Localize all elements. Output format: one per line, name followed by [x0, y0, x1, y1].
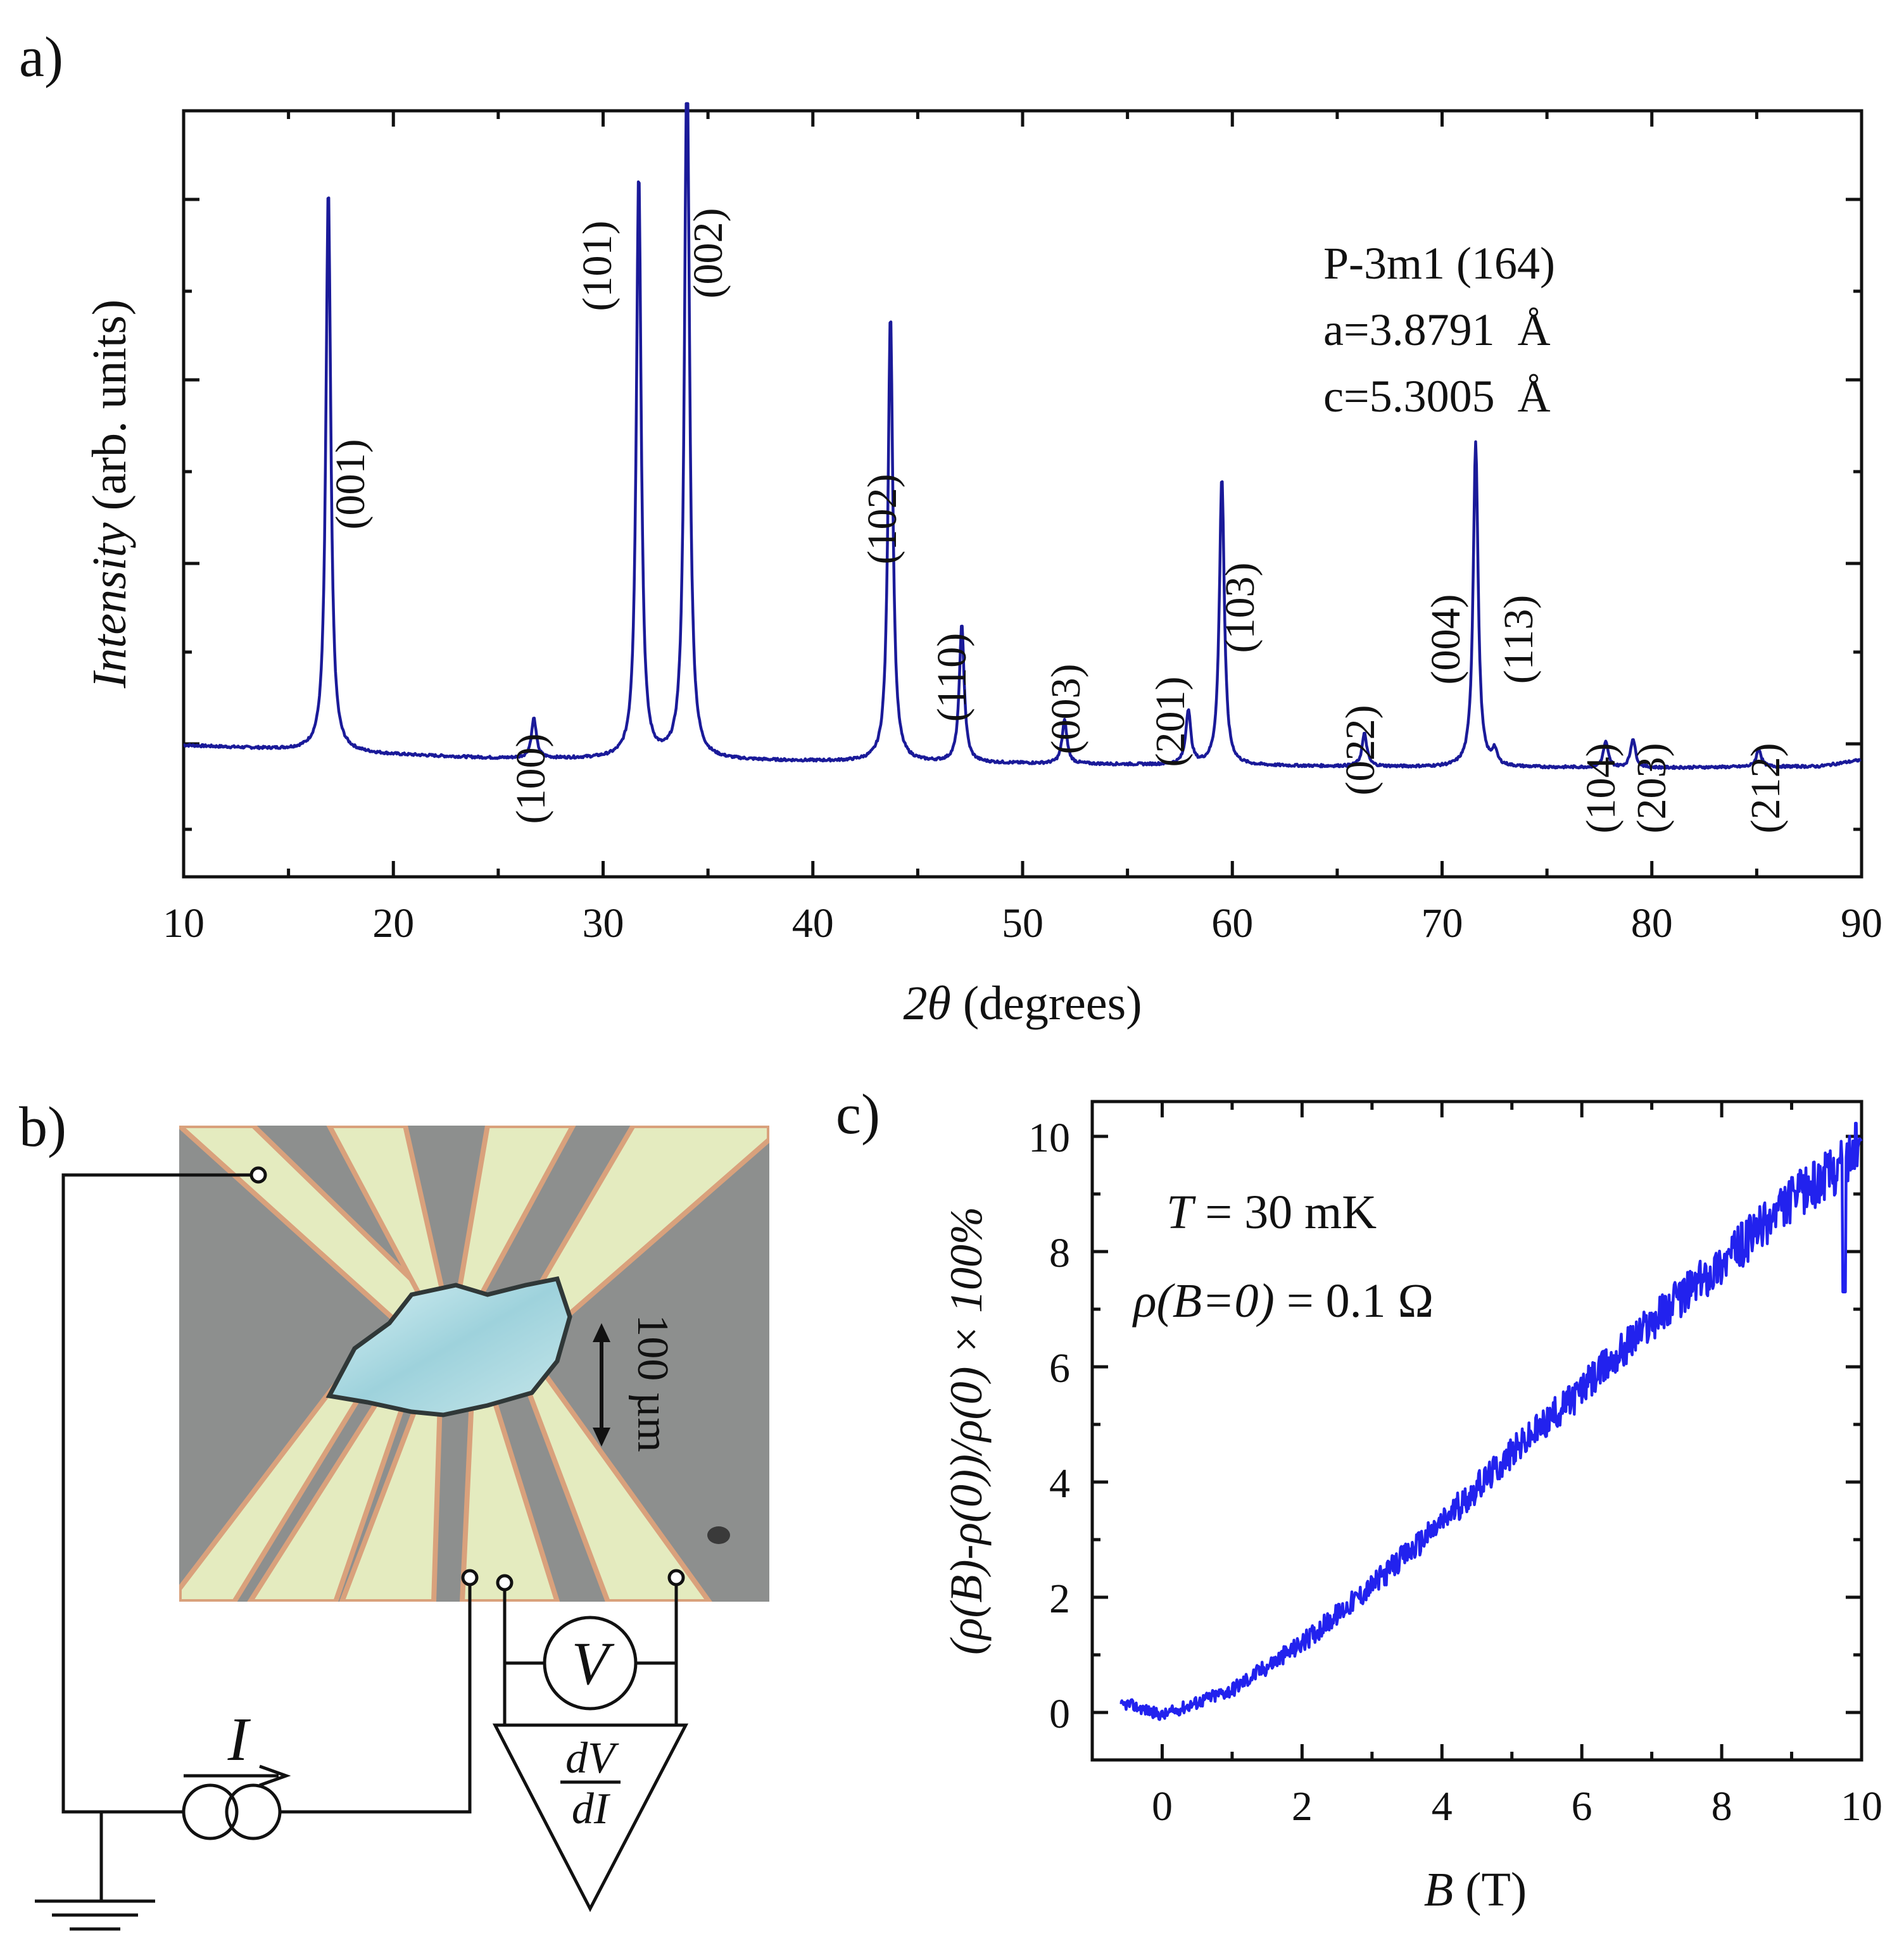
- mr-x-axis-label: B (T): [1424, 1863, 1527, 1916]
- measurement-circuit: [35, 1173, 689, 1931]
- amp-denominator: dI: [572, 1785, 611, 1833]
- mr-plot: 0 2 4 6 8 10 0 2 4 6 8 10 T = 30 mK ρ(B=0) = 0.1 Ω…: [941, 1100, 1882, 1916]
- current-source-circle-right: [225, 1783, 282, 1840]
- xrd-plot: 10 20 30 40 50 60 70 80 90 (001)(100)(101) (002)(…: [83, 102, 1882, 1030]
- mr-y-tick-label: 6: [1049, 1345, 1070, 1391]
- xrd-peak-label: (104): [1578, 743, 1624, 834]
- mr-y-tick-label: 10: [1028, 1115, 1070, 1161]
- xrd-peak-labels: (001) (100) (101) (002) (102) (110) (003) (201)…: [327, 208, 1789, 834]
- xrd-peak-label: (113): [1496, 595, 1542, 684]
- xrd-x-axis-label-symbol: 2θ: [903, 977, 950, 1030]
- xrd-y-axis-label: Intensity (arb. units): [83, 299, 136, 689]
- mr-annotation-resistivity-value: = 0.1 Ω: [1275, 1274, 1434, 1328]
- panel-c-label: c): [836, 1083, 880, 1146]
- mr-x-tick-label: 10: [1841, 1783, 1882, 1830]
- xrd-annotation-a: a=3.8791 Å: [1323, 305, 1551, 355]
- amp-numerator: dV: [565, 1734, 619, 1783]
- current-source-circle-left: [182, 1783, 239, 1840]
- lockin-amplifier-triangle: [492, 1723, 689, 1913]
- voltmeter-label: V: [572, 1630, 615, 1697]
- mr-x-axis-label-unit: (T): [1453, 1863, 1527, 1916]
- mr-annotation-temperature-symbol: T: [1166, 1186, 1196, 1239]
- xrd-x-tick-label: 10: [163, 900, 205, 946]
- mr-y-tick-label: 2: [1049, 1576, 1070, 1622]
- mr-annotation-resistivity: ρ(B=0) = 0.1 Ω: [1132, 1274, 1434, 1328]
- xrd-y-axis-label-unit: (arb. units): [83, 299, 136, 522]
- mr-y-tick-label: 0: [1049, 1691, 1070, 1737]
- terminal-voltage-left: [496, 1574, 514, 1592]
- mr-x-axis-label-symbol: B: [1424, 1863, 1453, 1916]
- xrd-peak-label: (201): [1147, 677, 1194, 767]
- scale-bar-label: 100 µm: [628, 1314, 677, 1452]
- xrd-x-tick-label: 20: [372, 900, 414, 946]
- xrd-x-tick-label: 40: [792, 900, 834, 946]
- xrd-peak-label: (110): [929, 633, 975, 722]
- contact-terminals: [249, 1166, 685, 1592]
- crystal-flake: [325, 1276, 572, 1417]
- mr-x-tick-label: 2: [1292, 1783, 1313, 1830]
- xrd-peak-label: (022): [1337, 705, 1384, 796]
- xrd-peak-label: (101): [574, 221, 621, 311]
- mr-annotation-temperature: T = 30 mK: [1166, 1186, 1377, 1239]
- current-direction-arrowhead: [259, 1764, 291, 1787]
- xrd-x-axis-label-unit: (degrees): [951, 977, 1142, 1030]
- xrd-peak-label: (003): [1043, 664, 1089, 755]
- xrd-peak-label: (001): [327, 439, 374, 530]
- xrd-peak-label: (100): [508, 734, 554, 824]
- current-source-label: I: [227, 1706, 251, 1774]
- xrd-peak-label: (002): [685, 208, 731, 299]
- xrd-peak-label: (103): [1217, 563, 1263, 653]
- voltmeter-circle: [543, 1616, 638, 1711]
- xrd-annotation-spacegroup: P-3m1 (164): [1323, 238, 1555, 289]
- xrd-x-tick-label: 30: [583, 900, 624, 946]
- xrd-x-ticks: 10 20 30 40 50 60 70 80 90: [163, 111, 1882, 946]
- mr-y-tick-label: 4: [1049, 1461, 1070, 1507]
- mr-x-tick-label: 6: [1572, 1783, 1592, 1830]
- xrd-x-axis-label: 2θ (degrees): [903, 977, 1142, 1030]
- contact-pad: [179, 1377, 368, 1602]
- mr-x-tick-label: 0: [1152, 1783, 1173, 1830]
- terminal-voltage-right: [667, 1569, 685, 1586]
- mr-annotation-resistivity-symbol: ρ(B=0): [1132, 1274, 1275, 1328]
- terminal-current-in: [249, 1166, 267, 1184]
- xrd-x-tick-label: 50: [1002, 900, 1043, 946]
- xrd-y-axis-label-main: Intensity: [83, 522, 136, 689]
- terminal-current-out: [461, 1569, 479, 1586]
- xrd-peak-label: (212): [1743, 743, 1789, 834]
- mr-series-line: [1119, 1121, 1863, 1721]
- mr-x-tick-label: 8: [1712, 1783, 1732, 1830]
- xrd-x-tick-label: 80: [1631, 900, 1673, 946]
- mr-plot-frame: [1090, 1100, 1863, 1762]
- sample-micrograph: 100 µm: [179, 1126, 769, 1602]
- panel-a-label: a): [19, 26, 63, 89]
- xrd-peak-label: (203): [1629, 743, 1675, 834]
- xrd-x-tick-label: 60: [1211, 900, 1253, 946]
- current-return-wire: [279, 1583, 472, 1814]
- mr-x-ticks: 0 2 4 6 8 10: [1090, 1102, 1882, 1830]
- scale-bar-arrow: [593, 1323, 610, 1447]
- xrd-series-line: [183, 102, 1862, 770]
- mr-y-tick-label: 8: [1049, 1230, 1070, 1276]
- mr-y-axis-label: (ρ(B)-ρ(0))/ρ(0) × 100%: [941, 1207, 992, 1655]
- mr-annotation-temperature-value: = 30 mK: [1193, 1186, 1377, 1239]
- substrate-defect: [707, 1526, 730, 1544]
- current-lead-wire: [61, 1173, 258, 1814]
- xrd-y-ticks: [184, 198, 1862, 831]
- mr-y-ticks: 0 2 4 6 8 10: [1028, 1115, 1862, 1737]
- xrd-peak-label: (004): [1423, 594, 1469, 685]
- xrd-annotation-c: c=5.3005 Å: [1323, 371, 1551, 422]
- xrd-x-tick-label: 70: [1422, 900, 1463, 946]
- xrd-peak-label: (102): [859, 474, 905, 565]
- panel-b-label: b): [19, 1096, 66, 1159]
- xrd-x-tick-label: 90: [1841, 900, 1882, 946]
- mr-x-tick-label: 4: [1432, 1783, 1453, 1830]
